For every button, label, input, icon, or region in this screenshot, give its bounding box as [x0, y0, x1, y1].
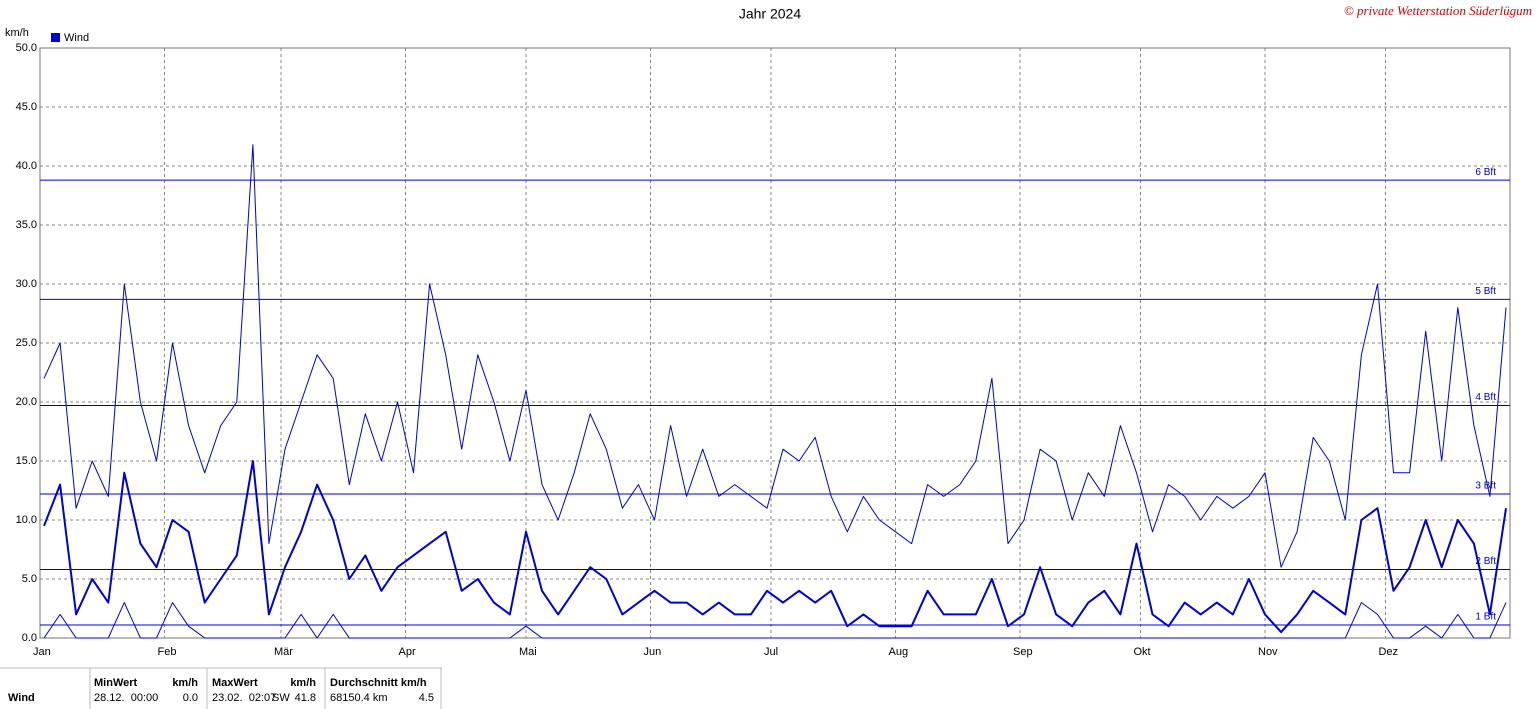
table-header: Durchschnitt km/h: [330, 677, 427, 689]
row-label: Wind: [8, 692, 35, 704]
y-tick-label: 35.0: [16, 219, 37, 231]
x-tick-label: Feb: [158, 646, 177, 658]
beaufort-label: 3 Bft: [1475, 481, 1496, 492]
x-tick-label: Jul: [764, 646, 778, 658]
y-tick-label: 25.0: [16, 337, 37, 349]
beaufort-label: 1 Bft: [1475, 612, 1496, 623]
beaufort-label: 5 Bft: [1475, 286, 1496, 297]
x-tick-label: Dez: [1378, 646, 1398, 658]
wind-line: [43, 460, 1507, 634]
x-tick-label: Nov: [1258, 646, 1278, 658]
table-cell: 41.8: [295, 692, 316, 704]
y-axis-label: km/h: [5, 27, 29, 39]
x-tick-label: Jun: [643, 646, 661, 658]
chart-title: Jahr 2024: [739, 6, 801, 22]
beaufort-label: 4 Bft: [1475, 392, 1496, 403]
y-tick-label: 20.0: [16, 396, 37, 408]
y-tick-label: 30.0: [16, 278, 37, 290]
table-cell: 4.5: [419, 692, 434, 704]
table-cell: 23.02. 02:07: [212, 692, 276, 704]
beaufort-label: 6 Bft: [1475, 167, 1496, 178]
y-tick-label: 5.0: [22, 573, 37, 585]
beaufort-label: 2 Bft: [1475, 556, 1496, 567]
table-header: MinWert: [94, 677, 138, 689]
y-tick-label: 40.0: [16, 160, 37, 172]
x-tick-label: Jan: [33, 646, 51, 658]
legend-label: Wind: [64, 32, 89, 44]
x-tick-label: Aug: [888, 646, 908, 658]
wind-line: [43, 144, 1507, 568]
y-tick-label: 15.0: [16, 455, 37, 467]
y-tick-label: 50.0: [16, 42, 37, 54]
table-header: km/h: [290, 677, 316, 689]
x-tick-label: Okt: [1133, 646, 1150, 658]
table-cell: 28.12. 00:00: [94, 692, 158, 704]
table-header: km/h: [172, 677, 198, 689]
table-cell: 68150.4 km: [330, 692, 387, 704]
table-header: MaxWert: [212, 677, 258, 689]
x-tick-label: Apr: [398, 646, 415, 658]
wind-line: [43, 602, 1507, 639]
legend-swatch: [51, 33, 60, 42]
y-tick-label: 45.0: [16, 101, 37, 113]
x-tick-label: Mai: [519, 646, 537, 658]
x-tick-label: Sep: [1013, 646, 1033, 658]
y-tick-label: 10.0: [16, 514, 37, 526]
table-cell: 0.0: [183, 692, 198, 704]
copyright: © private Wetterstation Süderlügum: [1344, 3, 1532, 18]
y-tick-label: 0.0: [22, 632, 37, 644]
x-tick-label: Mär: [274, 646, 293, 658]
stats-table: Wind MinWert km/h MaxWert km/h Durchschn…: [0, 667, 442, 709]
table-cell: SW: [272, 692, 290, 704]
